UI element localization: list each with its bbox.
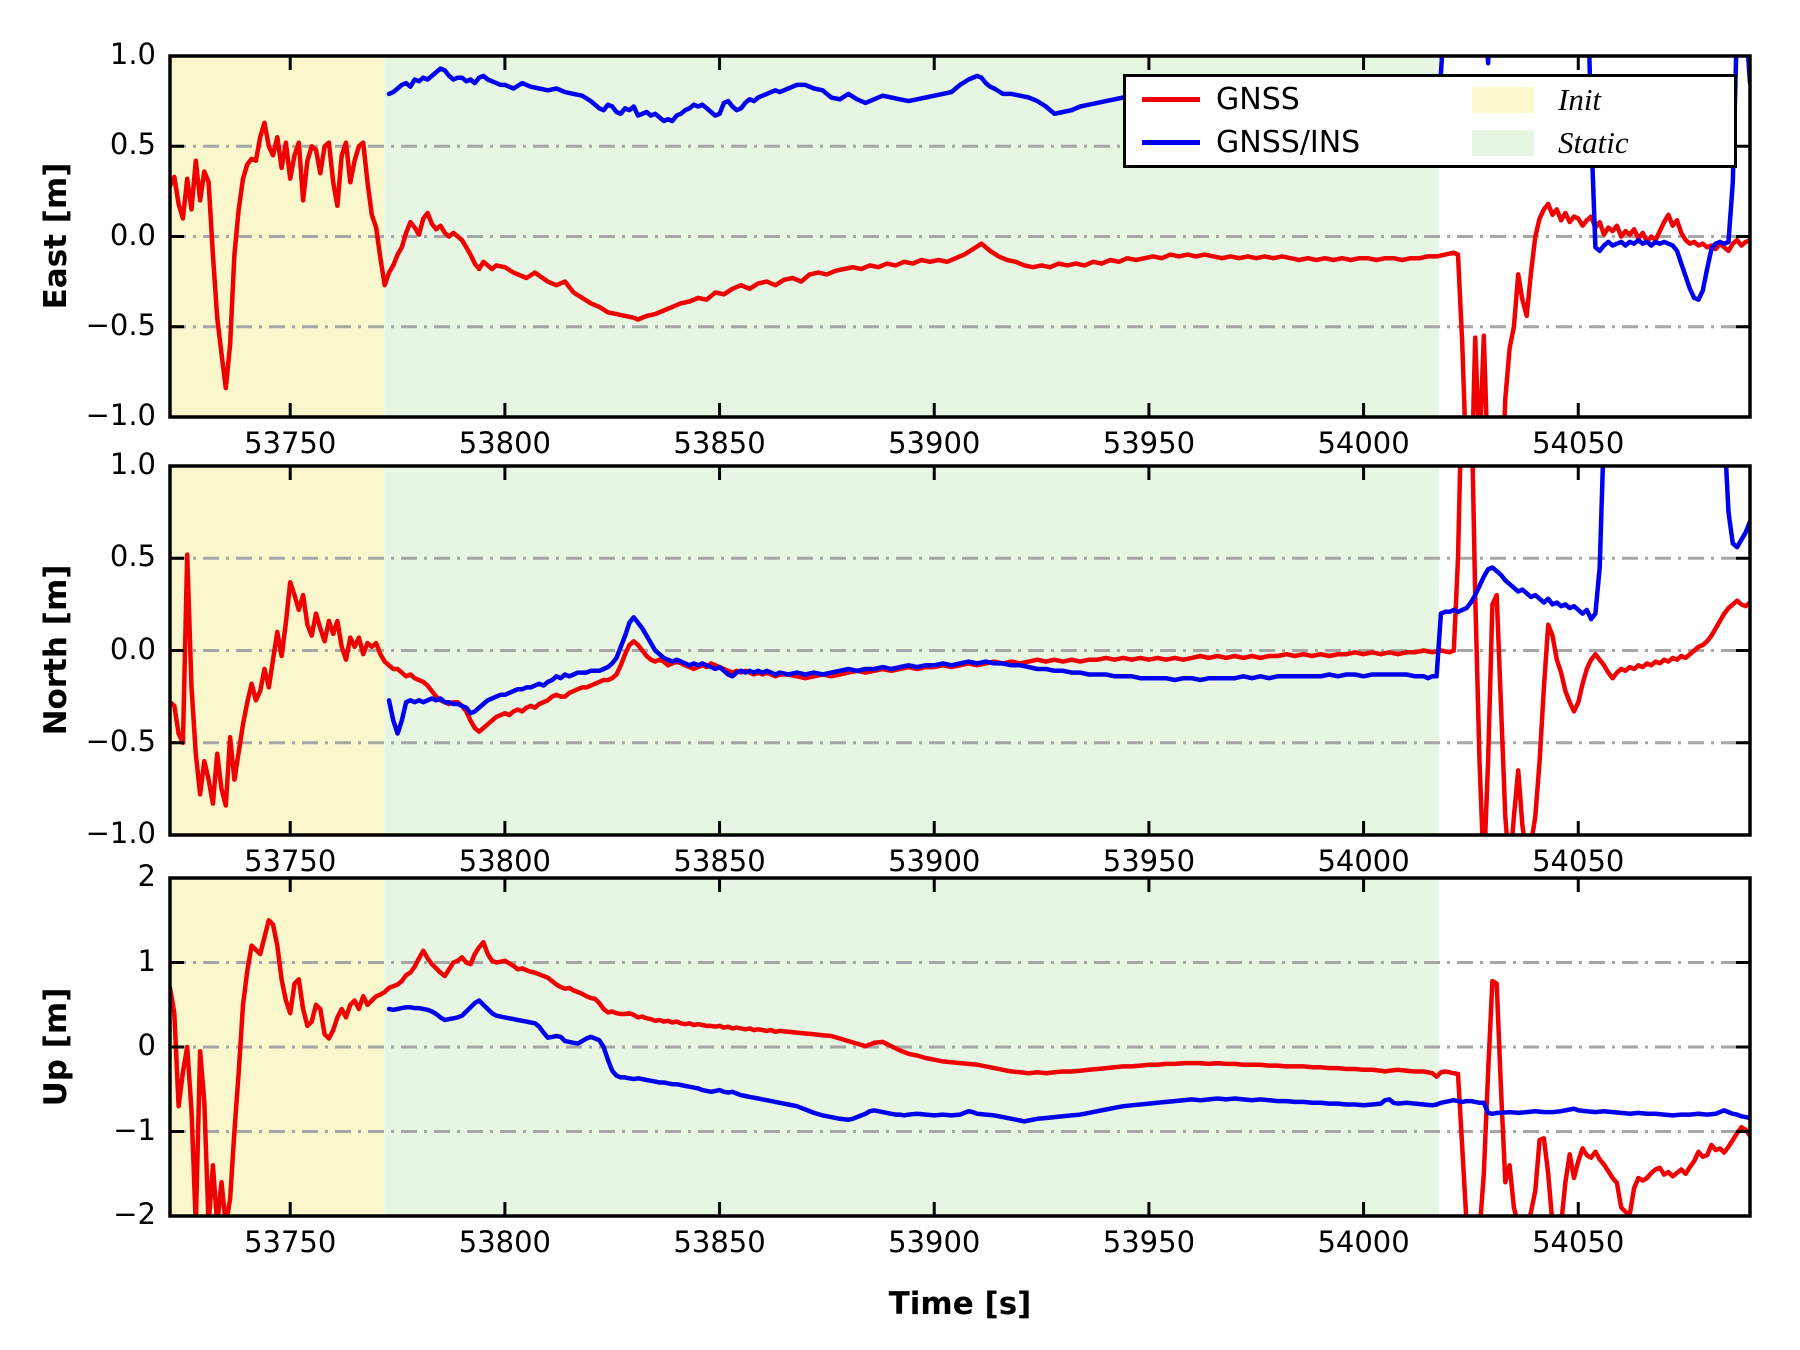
y-tick-label: 1.0 [109,37,156,71]
x-tick-label: 53750 [244,844,337,878]
legend-region-column: Init Static [1472,81,1734,160]
legend-series-column: GNSS GNSS/INS [1142,82,1472,160]
y-tick-label: −0.5 [85,307,156,342]
legend-entry-gnss: GNSS [1142,82,1472,117]
x-tick-label: 53800 [458,426,552,460]
y-tick-label: −0.5 [85,723,156,758]
x-tick-label: 54050 [1532,844,1625,878]
x-tick-label: 54050 [1532,426,1625,460]
y-tick-label: 0.0 [109,631,156,666]
legend-entry-gnssins: GNSS/INS [1142,125,1472,160]
x-tick-label: 54050 [1532,1225,1625,1259]
x-tick-label: 54000 [1317,844,1410,878]
x-tick-label: 53750 [244,1225,337,1259]
static-patch-sample [1472,129,1534,156]
legend-label-gnssins: GNSS/INS [1216,125,1361,160]
init-patch-sample [1472,86,1534,113]
y-tick-label: 1.0 [109,447,156,481]
legend-label-init: Init [1558,81,1602,117]
y-tick-label: −2 [113,1197,156,1231]
gnssins-line-sample [1142,140,1200,145]
x-tick-label: 54000 [1317,426,1410,460]
legend: GNSS GNSS/INS Init Static [1123,74,1737,168]
x-tick-label: 53800 [458,844,552,878]
gnss-line-1 [170,466,1750,835]
gnss-ins-line-1 [386,466,1750,736]
y-tick-label: 1 [137,943,156,978]
gnss-line-sample [1142,97,1200,102]
gnss-ins-line-0 [386,56,1750,302]
legend-entry-init: Init [1472,81,1734,117]
x-tick-label: 53850 [673,844,766,878]
gnss-line-2 [170,918,1750,1216]
axes-frame [168,464,1752,837]
x-tick-label: 53800 [458,1225,552,1259]
x-tick-label: 53750 [244,426,337,460]
axes-frame [168,876,1752,1218]
legend-label-gnss: GNSS [1216,82,1300,117]
axes-frame [168,54,1752,419]
legend-entry-static: Static [1472,124,1734,160]
legend-label-static: Static [1558,124,1629,160]
x-tick-label: 53950 [1102,1225,1196,1259]
y-tick-label: 0.5 [109,539,156,574]
y-tick-label: −1.0 [85,398,156,432]
y-tick-label: −1 [113,1112,156,1147]
y-tick-label: 2 [137,859,156,893]
x-tick-label: 53850 [673,426,766,460]
y-tick-label: 0.0 [109,217,156,252]
y-tick-label: 0.5 [109,127,156,162]
x-tick-label: 54000 [1317,1225,1410,1259]
gnss-ins-line-2 [386,998,1750,1124]
x-tick-label: 53900 [888,844,981,878]
gnss-line-0 [170,120,1750,417]
y-tick-label: 0 [137,1028,156,1062]
x-tick-label: 53950 [1102,844,1196,878]
x-tick-label: 53950 [1102,426,1196,460]
x-tick-label: 53900 [888,1225,981,1259]
y-tick-label: −1.0 [85,816,156,850]
x-tick-label: 53850 [673,1225,766,1259]
x-tick-label: 53900 [888,426,981,460]
xlabel-time: Time [s] [888,1286,1032,1322]
